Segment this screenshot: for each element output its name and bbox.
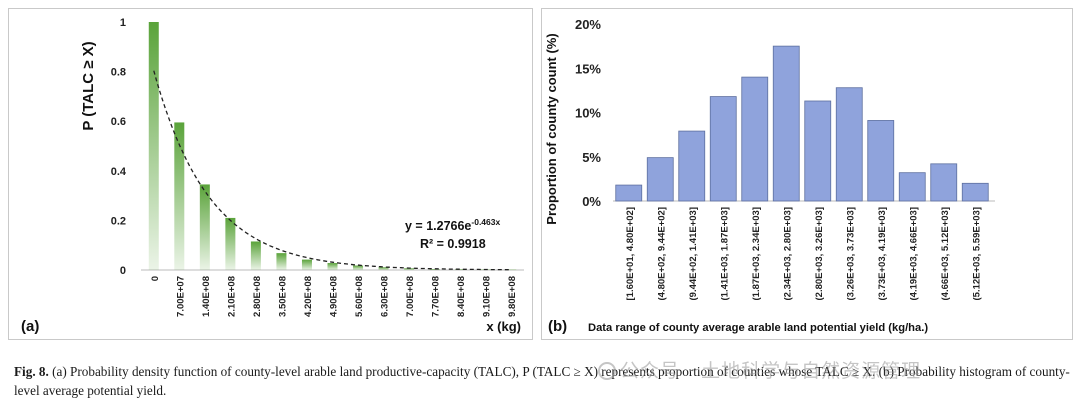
x-tick-label-b: (4.19E+03, 4.66E+03] <box>908 207 919 301</box>
x-tick-label-a: 0 <box>150 276 161 281</box>
bar-b <box>867 120 895 202</box>
x-tick-label-b: (2.80E+03, 3.26E+03] <box>814 207 825 301</box>
bar-a <box>250 241 261 270</box>
bar-b <box>772 45 800 202</box>
bar-a <box>301 259 312 270</box>
figure-caption: Fig. 8. (a) Probability density function… <box>14 362 1074 400</box>
x-tick-label-b: (4.80E+02, 9.44E+02] <box>656 207 667 301</box>
watermark-text: 公众号 · 土地科学与自然资源管理 <box>620 360 922 382</box>
x-tick-label-a: 7.00E+08 <box>405 276 416 317</box>
y-tick-label-a: 0.8 <box>111 67 126 79</box>
chart-b-svg: 0% 5% 10% 15% 20% Proportion of county count … <box>544 17 995 335</box>
bar-b <box>615 184 643 202</box>
x-tick-label-b: (1.87E+03, 2.34E+03] <box>751 207 762 301</box>
bar-b <box>709 96 737 202</box>
y-tick-label-a: 0 <box>120 265 126 277</box>
fit-r-squared: R² = 0.9918 <box>420 237 486 251</box>
x-tick-label-a: 4.20E+08 <box>303 276 314 317</box>
y-tick-label-b: 15% <box>575 61 601 76</box>
caption-text: (a) Probability density function of coun… <box>14 364 1070 398</box>
bar-a <box>174 122 185 270</box>
x-tick-label-b: (3.73E+03, 4.19E+03] <box>877 207 888 301</box>
bar-b <box>898 172 926 202</box>
y-tick-label-b: 10% <box>575 106 601 121</box>
fit-equation-base: y = 1.2766e <box>405 219 471 233</box>
bar-a <box>378 267 389 270</box>
x-tick-label-a: 2.10E+08 <box>226 276 237 317</box>
wechat-icon <box>598 362 616 380</box>
panel-a-talc-probability: 0 0.2 0.4 0.6 0.8 1 P (TALC ≥ X) 0 7.00E+07 1.40E… <box>8 8 533 340</box>
bar-a <box>429 269 440 270</box>
x-tick-label-b: (4.66E+03, 5.12E+03] <box>940 207 951 301</box>
x-tick-label-b: (2.34E+03, 2.80E+03] <box>782 207 793 301</box>
x-tick-label-b: [1.60E+01, 4.80E+02] <box>625 207 636 301</box>
y-tick-label-a: 0.6 <box>111 116 126 128</box>
bar-a <box>404 268 415 270</box>
bar-b <box>804 100 832 202</box>
panel-label-b: (b) <box>548 318 567 335</box>
y-tick-label-b: 0% <box>582 194 601 209</box>
fit-equation-exponent: -0.463x <box>471 217 500 227</box>
x-tick-label-a: 3.50E+08 <box>277 276 288 317</box>
bar-b <box>646 157 674 202</box>
bar-a <box>276 253 287 270</box>
x-tick-label-a: 9.80E+08 <box>507 276 518 317</box>
x-tick-label-a: 5.60E+08 <box>354 276 365 317</box>
y-tick-label-a: 0.4 <box>111 166 127 178</box>
y-axis-label-a: P (TALC ≥ X) <box>80 41 97 130</box>
caption-fig-label: Fig. 8. <box>14 364 49 379</box>
bar-a <box>353 265 364 270</box>
trendline-a <box>153 70 512 271</box>
x-tick-label-a: 4.90E+08 <box>329 276 340 317</box>
bar-b <box>678 130 706 202</box>
panel-b-yield-histogram: 0% 5% 10% 15% 20% Proportion of county count … <box>541 8 1073 340</box>
x-axis-label-b: Data range of county average arable land… <box>588 322 928 334</box>
y-tick-label-b: 20% <box>575 17 601 32</box>
x-tick-label-b: (9.44E+02, 1.41E+03] <box>688 207 699 301</box>
bar-b <box>961 182 989 202</box>
x-tick-label-b: (1.41E+03, 1.87E+03] <box>719 207 730 301</box>
bar-a <box>225 217 236 270</box>
y-tick-label-a: 1 <box>120 17 126 29</box>
x-tick-label-a: 7.70E+08 <box>431 276 442 317</box>
chart-a-svg: 0 0.2 0.4 0.6 0.8 1 P (TALC ≥ X) 0 7.00E+07 1.40E… <box>21 17 524 335</box>
bar-b <box>835 87 863 202</box>
x-tick-label-a: 9.10E+08 <box>482 276 493 317</box>
panel-label-a: (a) <box>21 318 39 335</box>
y-tick-label-b: 5% <box>582 150 601 165</box>
bar-a <box>148 22 159 270</box>
y-axis-label-b: Proportion of county count (%) <box>544 33 559 224</box>
x-tick-label-a: 2.80E+08 <box>252 276 263 317</box>
bar-a <box>506 269 517 271</box>
bar-b <box>741 76 769 202</box>
x-tick-label-a: 1.40E+08 <box>201 276 212 317</box>
x-tick-label-a: 7.00E+07 <box>175 276 186 317</box>
fit-equation: y = 1.2766e-0.463x <box>405 217 500 233</box>
bar-a <box>455 269 466 270</box>
bar-b <box>930 163 958 202</box>
y-tick-label-a: 0.2 <box>111 215 126 227</box>
x-tick-label-b: (3.26E+03, 3.73E+03] <box>845 207 856 301</box>
watermark: 公众号 · 土地科学与自然资源管理 <box>598 356 921 383</box>
bar-a <box>199 184 210 270</box>
x-axis-label-a: x (kg) <box>486 319 521 334</box>
x-tick-label-a: 8.40E+08 <box>456 276 467 317</box>
bar-a <box>327 263 338 270</box>
x-tick-label-a: 6.30E+08 <box>380 276 391 317</box>
x-tick-label-b: (5.12E+03, 5.59E+03] <box>971 207 982 301</box>
